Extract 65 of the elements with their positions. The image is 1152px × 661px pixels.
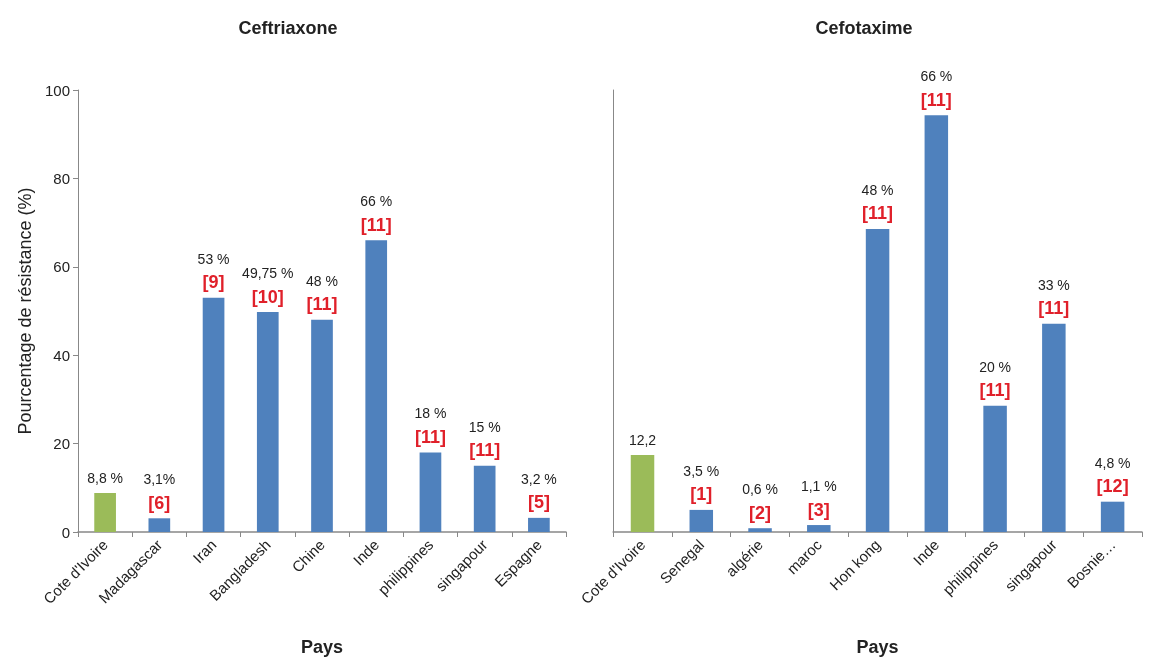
annotation: [11]: [1038, 298, 1070, 319]
x-axis-title: Pays: [300, 637, 344, 657]
bar: [689, 509, 714, 532]
y-tick-label: 20: [53, 435, 70, 453]
data-label: 66 %: [920, 68, 953, 85]
annotation: [11]: [920, 89, 952, 110]
annotation: [10]: [251, 286, 284, 307]
y-tick-label: 60: [53, 258, 70, 276]
bar: [924, 115, 949, 532]
data-label: 3,5 %: [683, 462, 720, 479]
annotation: [2]: [749, 502, 772, 523]
annotation: [5]: [527, 492, 550, 513]
x-axis-title: Pays: [856, 637, 899, 657]
bar: [865, 228, 890, 532]
data-label: 0,6 %: [742, 481, 778, 498]
bar: [419, 452, 442, 532]
annotation: [11]: [306, 294, 338, 315]
data-label: 1,1 %: [800, 478, 837, 495]
bar: [983, 405, 1007, 532]
annotation: [11]: [360, 214, 392, 235]
data-label: 33 %: [1037, 276, 1070, 293]
data-label: 15 %: [468, 418, 501, 435]
data-label: 49,75 %: [242, 265, 294, 282]
data-label: 8,8 %: [87, 470, 124, 487]
bar: [148, 518, 171, 532]
annotation: [11]: [979, 380, 1011, 401]
bar: [630, 454, 655, 532]
annotation: [6]: [148, 492, 171, 513]
y-tick-label: 0: [61, 523, 70, 541]
bar: [256, 312, 279, 532]
data-label: 48 %: [861, 181, 894, 198]
bar: [365, 240, 388, 532]
bar: [528, 517, 550, 532]
x-tick-label: Inde: [349, 535, 383, 569]
bar: [1042, 323, 1066, 532]
bar: [473, 465, 496, 532]
annotation: [12]: [1096, 476, 1129, 497]
chart-title: Cefotaxime: [815, 18, 913, 38]
bar: [311, 319, 333, 532]
data-label: 4,8 %: [1094, 454, 1131, 471]
annotation: [11]: [469, 440, 501, 461]
data-label: 53 %: [197, 250, 230, 267]
bar: [202, 297, 225, 532]
data-label: 66 %: [360, 193, 393, 210]
bar: [807, 525, 831, 532]
x-tick-label: Inde: [909, 535, 943, 569]
y-tick-label: 80: [53, 169, 70, 187]
annotation: [3]: [807, 499, 830, 520]
y-tick-label: 100: [44, 81, 70, 99]
bar: [1100, 501, 1125, 532]
y-tick-label: 40: [53, 346, 70, 364]
y-axis-title: Pourcentage de résistance (%): [15, 187, 35, 435]
data-label: 3,2 %: [520, 470, 557, 487]
bar: [748, 528, 772, 532]
bar: [94, 493, 116, 532]
data-label: 3,1%: [143, 471, 176, 488]
data-label: 18 %: [414, 405, 447, 422]
data-label: 20 %: [979, 358, 1012, 375]
annotation: [11]: [862, 203, 894, 224]
chart-title: Ceftriaxone: [238, 18, 338, 38]
annotation: [11]: [414, 426, 446, 447]
data-label: 48 %: [306, 272, 338, 289]
annotation: [9]: [202, 272, 225, 293]
data-label: 12,2: [628, 431, 657, 448]
annotation: [1]: [690, 484, 713, 505]
